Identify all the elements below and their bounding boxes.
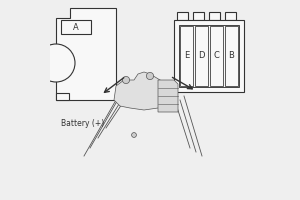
Text: Battery (+): Battery (+) bbox=[61, 118, 104, 128]
Polygon shape bbox=[158, 80, 178, 112]
Bar bbox=[225, 26, 238, 86]
Bar bbox=[210, 26, 223, 86]
Bar bbox=[180, 26, 193, 86]
Circle shape bbox=[122, 76, 130, 84]
Bar bbox=[61, 20, 91, 34]
Text: A: A bbox=[73, 22, 79, 31]
Circle shape bbox=[132, 133, 136, 137]
Text: B: B bbox=[229, 51, 234, 60]
Bar bbox=[174, 20, 244, 92]
Text: C: C bbox=[214, 51, 219, 60]
Bar bbox=[179, 25, 239, 87]
Bar bbox=[209, 12, 220, 20]
Polygon shape bbox=[114, 72, 174, 110]
Bar bbox=[195, 26, 208, 86]
Polygon shape bbox=[56, 8, 116, 100]
Bar bbox=[177, 12, 188, 20]
Bar bbox=[193, 12, 204, 20]
Text: D: D bbox=[198, 51, 205, 60]
Circle shape bbox=[37, 44, 75, 82]
Bar bbox=[225, 12, 236, 20]
Bar bbox=[56, 93, 69, 100]
Circle shape bbox=[146, 72, 154, 80]
Text: E: E bbox=[184, 51, 189, 60]
